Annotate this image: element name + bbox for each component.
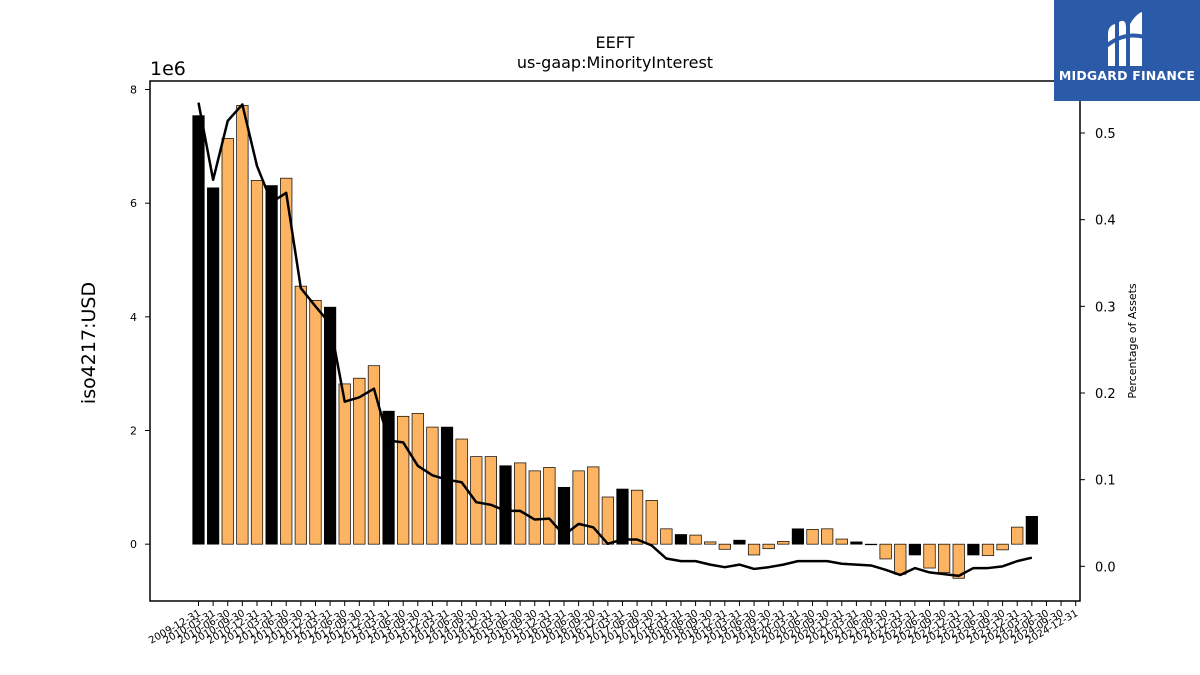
bar-2017-09-30 xyxy=(645,500,658,545)
y-tick-label: 4 xyxy=(130,311,137,324)
bar-2010-06-30 xyxy=(221,138,234,545)
bar-2012-09-30 xyxy=(353,377,366,545)
percentage-of-assets-line xyxy=(197,102,1033,578)
bar-2024-03-31 xyxy=(1025,515,1038,545)
bar-2017-06-30 xyxy=(630,489,644,545)
bar-2023-06-30 xyxy=(981,543,995,556)
bar-2017-03-31 xyxy=(616,488,629,545)
y-tick-label: 8 xyxy=(130,84,137,97)
y-tick-label: 2 xyxy=(130,425,137,438)
bar-2010-03-31 xyxy=(207,187,220,545)
bar-2011-06-30 xyxy=(280,177,293,545)
bar-2012-06-30 xyxy=(338,383,351,545)
bar-2013-03-31 xyxy=(382,410,395,545)
bar-2010-12-31 xyxy=(250,180,264,545)
y-tick-label: 0 xyxy=(130,538,137,551)
bar-2016-03-31 xyxy=(557,486,571,545)
bar-2015-09-30 xyxy=(528,470,541,545)
bar-2018-03-31 xyxy=(674,534,688,545)
bar-2015-12-31 xyxy=(543,467,556,545)
bar-2012-03-31 xyxy=(323,306,337,545)
bar-2018-12-31 xyxy=(718,543,731,550)
chart-subtitle: us-gaap:MinorityInterest xyxy=(517,53,713,72)
logo-text: MIDGARD FINANCE xyxy=(1058,68,1196,83)
bar-2016-06-30 xyxy=(572,470,585,545)
bar-2017-12-31 xyxy=(660,528,673,545)
bar-2011-12-31 xyxy=(309,300,322,545)
bar-2023-09-30 xyxy=(996,543,1009,551)
bar-2020-06-30 xyxy=(806,529,819,545)
bar-2014-12-31 xyxy=(484,456,497,545)
bar-2022-09-30 xyxy=(938,543,951,573)
line-layer xyxy=(197,102,1033,578)
y2-tick-label: 0.4 xyxy=(1095,214,1116,229)
y2-tick-label: 0.1 xyxy=(1095,474,1116,489)
y2-axis-label: Percentage of Assets xyxy=(1126,283,1139,399)
bar-2011-09-30 xyxy=(294,285,307,545)
bar-2018-06-30 xyxy=(689,534,702,545)
bar-2009-12-31 xyxy=(192,115,205,545)
bar-2022-06-30 xyxy=(923,543,936,569)
bar-2019-03-31 xyxy=(733,539,746,545)
bar-2019-09-30 xyxy=(762,543,775,550)
bar-2013-09-30 xyxy=(411,413,424,545)
bar-2021-03-31 xyxy=(850,541,863,545)
bar-2020-03-31 xyxy=(791,528,805,545)
bar-2012-12-31 xyxy=(367,365,381,545)
bar-2021-09-30 xyxy=(879,543,892,560)
y2-tick-label: 0.5 xyxy=(1095,127,1116,142)
bar-2020-12-31 xyxy=(835,538,848,545)
bar-2016-09-30 xyxy=(587,466,600,545)
bar-2021-06-30 xyxy=(864,543,878,546)
bar-2016-12-31 xyxy=(601,496,614,545)
bar-2014-06-30 xyxy=(455,438,468,545)
y2-tick-label: 0.0 xyxy=(1095,560,1116,575)
bar-2013-12-31 xyxy=(426,426,439,545)
y2-tick-label: 0.2 xyxy=(1095,387,1116,402)
bar-2018-09-30 xyxy=(704,541,717,545)
plot-frame xyxy=(149,80,1081,602)
bar-2013-06-30 xyxy=(397,415,410,545)
bar-2015-06-30 xyxy=(514,462,527,545)
bar-2019-12-31 xyxy=(777,540,790,545)
y-tick-label: 6 xyxy=(130,197,137,210)
bar-2021-12-31 xyxy=(894,543,907,575)
bar-2011-03-31 xyxy=(265,185,278,545)
bar-2014-03-31 xyxy=(440,426,454,545)
bar-2019-06-30 xyxy=(747,543,761,556)
y-offset-label: 1e6 xyxy=(150,58,186,80)
y-axis-label: iso4217:USD xyxy=(78,282,100,404)
bar-2010-09-30 xyxy=(236,105,249,545)
bar-2022-03-31 xyxy=(908,543,921,556)
axes-layer: 024680.00.10.20.30.40.52009-12-312010-03… xyxy=(130,84,1116,647)
bar-2023-03-31 xyxy=(967,543,980,556)
midgard-logo-icon xyxy=(1102,12,1149,66)
chart-title: EEFT xyxy=(596,33,635,52)
bar-2023-12-31 xyxy=(1011,526,1024,545)
bar-2015-03-31 xyxy=(499,465,512,545)
bar-2022-12-31 xyxy=(952,543,965,579)
bars-layer xyxy=(192,105,1038,579)
y2-tick-label: 0.3 xyxy=(1095,300,1116,315)
bar-2020-09-30 xyxy=(821,528,834,545)
logo-badge: MIDGARD FINANCE xyxy=(1054,0,1200,101)
